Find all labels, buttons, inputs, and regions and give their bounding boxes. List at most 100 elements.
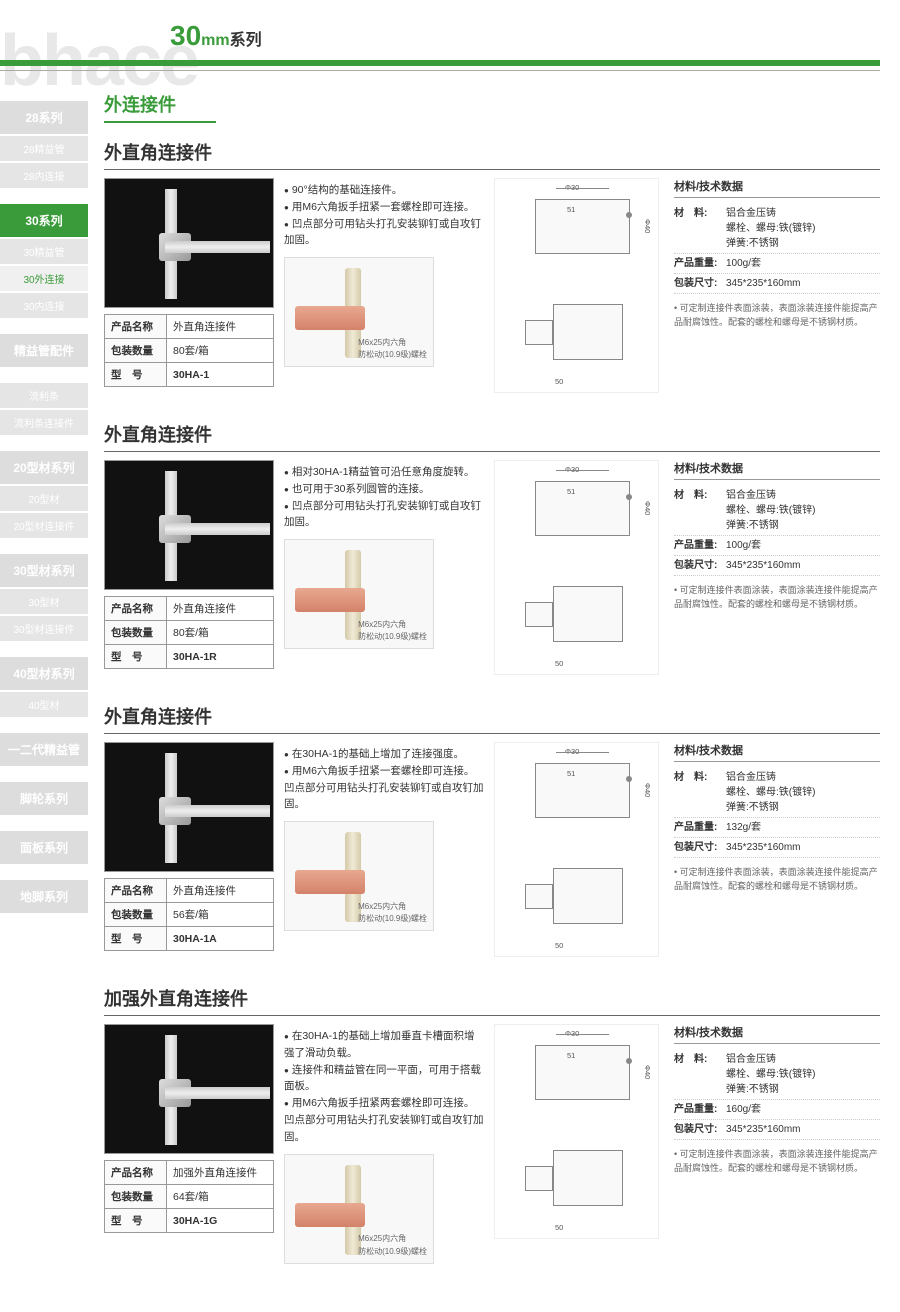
nav-item[interactable]: 精益管配件 <box>0 334 88 367</box>
nav-item[interactable]: 30型材 <box>0 589 88 614</box>
tech-data: 材料/技术数据 材 料:铝合金压铸螺栓、螺母:铁(镀锌)弹簧:不锈钢 产品重量:… <box>674 178 880 393</box>
spec-label: 包装数量 <box>105 1185 167 1209</box>
data-val: 160g/套 <box>726 1102 880 1117</box>
product-title: 外直角连接件 <box>104 139 880 170</box>
spec-value: 30HA-1R <box>167 645 274 669</box>
nav-gap <box>0 719 88 733</box>
data-title: 材料/技术数据 <box>674 460 880 480</box>
tech-data: 材料/技术数据 材 料:铝合金压铸螺栓、螺母:铁(镀锌)弹簧:不锈钢 产品重量:… <box>674 742 880 957</box>
data-key: 产品重量: <box>674 538 726 553</box>
divider-line <box>0 70 880 71</box>
product-title: 加强外直角连接件 <box>104 985 880 1016</box>
product-photo <box>104 460 274 590</box>
nav-gap <box>0 866 88 880</box>
data-note: 可定制连接件表面涂装，表面涂装连接件能提高产品耐腐蚀性。配套的螺栓和螺母是不锈钢… <box>674 1148 880 1175</box>
spec-label: 包装数量 <box>105 339 167 363</box>
product-block: 外直角连接件 产品名称外直角连接件 包装数量80套/箱 型 号30HA-1R 相… <box>104 421 880 675</box>
nav-item[interactable]: 流利条连接件 <box>0 410 88 435</box>
desc-item: 90°结构的基础连接件。 <box>284 182 484 199</box>
tech-diagram: Φ30 51 Φ40 50 <box>494 1024 664 1264</box>
series-mm: mm <box>201 32 229 49</box>
data-key: 材 料: <box>674 1052 726 1097</box>
nav-item[interactable]: 30内连接 <box>0 293 88 318</box>
spec-value: 30HA-1 <box>167 363 274 387</box>
data-key: 产品重量: <box>674 256 726 271</box>
desc-item: 用M6六角扳手扭紧一套螺栓即可连接。 <box>284 199 484 216</box>
desc-item: 连接件和精益管在同一平面，可用于搭载面板。 <box>284 1062 484 1096</box>
nav-item[interactable]: 脚轮系列 <box>0 782 88 815</box>
nav-item[interactable]: 28精益管 <box>0 136 88 161</box>
nav-item[interactable]: 一二代精益管 <box>0 733 88 766</box>
series-num: 30 <box>170 20 201 52</box>
desc-item: 用M6六角扳手扭紧两套螺栓即可连接。凹点部分可用钻头打孔安装铆钉或自攻钉加固。 <box>284 1095 484 1145</box>
nav-gap <box>0 817 88 831</box>
spec-table: 产品名称外直角连接件 包装数量56套/箱 型 号30HA-1A <box>104 878 274 951</box>
data-val: 铝合金压铸螺栓、螺母:铁(镀锌)弹簧:不锈钢 <box>726 488 880 533</box>
spec-value: 外直角连接件 <box>167 597 274 621</box>
data-val: 345*235*160mm <box>726 558 880 573</box>
spec-label: 型 号 <box>105 645 167 669</box>
nav-item[interactable]: 30外连接 <box>0 266 88 291</box>
nav-item[interactable]: 30精益管 <box>0 239 88 264</box>
product-photo <box>104 178 274 308</box>
description: 在30HA-1的基础上增加了连接强度。用M6六角扳手扭紧一套螺栓即可连接。凹点部… <box>284 742 484 957</box>
product-title: 外直角连接件 <box>104 421 880 452</box>
nav-gap <box>0 190 88 204</box>
spec-table: 产品名称加强外直角连接件 包装数量64套/箱 型 号30HA-1G <box>104 1160 274 1233</box>
render-image: M6x25内六角防松动(10.9级)螺栓 <box>284 257 434 367</box>
description: 90°结构的基础连接件。用M6六角扳手扭紧一套螺栓即可连接。凹点部分可用钻头打孔… <box>284 178 484 393</box>
nav-item[interactable]: 30系列 <box>0 204 88 237</box>
spec-label: 产品名称 <box>105 879 167 903</box>
render-image: M6x25内六角防松动(10.9级)螺栓 <box>284 821 434 931</box>
data-val: 铝合金压铸螺栓、螺母:铁(镀锌)弹簧:不锈钢 <box>726 206 880 251</box>
description: 在30HA-1的基础上增加垂直卡槽面积增强了滑动负载。连接件和精益管在同一平面，… <box>284 1024 484 1264</box>
data-key: 包装尺寸: <box>674 1122 726 1137</box>
divider-bar <box>0 60 880 66</box>
nav-item[interactable]: 30型材系列 <box>0 554 88 587</box>
nav-item[interactable]: 地脚系列 <box>0 880 88 913</box>
nav-item[interactable]: 20型材 <box>0 486 88 511</box>
tech-data: 材料/技术数据 材 料:铝合金压铸螺栓、螺母:铁(镀锌)弹簧:不锈钢 产品重量:… <box>674 460 880 675</box>
data-key: 产品重量: <box>674 1102 726 1117</box>
data-val: 铝合金压铸螺栓、螺母:铁(镀锌)弹簧:不锈钢 <box>726 770 880 815</box>
nav-item[interactable]: 20型材连接件 <box>0 513 88 538</box>
spec-label: 型 号 <box>105 927 167 951</box>
data-val: 100g/套 <box>726 538 880 553</box>
data-val: 100g/套 <box>726 256 880 271</box>
nav-item[interactable]: 20型材系列 <box>0 451 88 484</box>
nav-item[interactable]: 30型材连接件 <box>0 616 88 641</box>
data-title: 材料/技术数据 <box>674 742 880 762</box>
data-val: 345*235*160mm <box>726 1122 880 1137</box>
nav-item[interactable]: 40型材 <box>0 692 88 717</box>
spec-label: 型 号 <box>105 1209 167 1233</box>
spec-value: 外直角连接件 <box>167 315 274 339</box>
product-block: 外直角连接件 产品名称外直角连接件 包装数量80套/箱 型 号30HA-1 90… <box>104 139 880 393</box>
product-photo <box>104 742 274 872</box>
product-block: 外直角连接件 产品名称外直角连接件 包装数量56套/箱 型 号30HA-1A 在… <box>104 703 880 957</box>
nav-gap <box>0 369 88 383</box>
data-key: 包装尺寸: <box>674 558 726 573</box>
nav-item[interactable]: 面板系列 <box>0 831 88 864</box>
spec-label: 包装数量 <box>105 903 167 927</box>
nav-item[interactable]: 28系列 <box>0 101 88 134</box>
desc-item: 相对30HA-1精益管可沿任意角度旋转。 <box>284 464 484 481</box>
nav-item[interactable]: 28内连接 <box>0 163 88 188</box>
data-title: 材料/技术数据 <box>674 1024 880 1044</box>
data-note: 可定制连接件表面涂装，表面涂装连接件能提高产品耐腐蚀性。配套的螺栓和螺母是不锈钢… <box>674 866 880 893</box>
spec-value: 外直角连接件 <box>167 879 274 903</box>
desc-item: 也可用于30系列圆管的连接。 <box>284 481 484 498</box>
spec-table: 产品名称外直角连接件 包装数量80套/箱 型 号30HA-1 <box>104 314 274 387</box>
spec-value: 30HA-1G <box>167 1209 274 1233</box>
data-note: 可定制连接件表面涂装，表面涂装连接件能提高产品耐腐蚀性。配套的螺栓和螺母是不锈钢… <box>674 584 880 611</box>
data-val: 132g/套 <box>726 820 880 835</box>
nav-item[interactable]: 流利条 <box>0 383 88 408</box>
render-image: M6x25内六角防松动(10.9级)螺栓 <box>284 1154 434 1264</box>
series-sub: 系列 <box>230 32 262 49</box>
data-note: 可定制连接件表面涂装，表面涂装连接件能提高产品耐腐蚀性。配套的螺栓和螺母是不锈钢… <box>674 302 880 329</box>
desc-item: 凹点部分可用钻头打孔安装铆钉或自攻钉加固。 <box>284 216 484 250</box>
tech-diagram: Φ30 51 Φ40 50 <box>494 460 664 675</box>
description: 相对30HA-1精益管可沿任意角度旋转。也可用于30系列圆管的连接。凹点部分可用… <box>284 460 484 675</box>
nav-item[interactable]: 40型材系列 <box>0 657 88 690</box>
spec-label: 产品名称 <box>105 1161 167 1185</box>
spec-value: 56套/箱 <box>167 903 274 927</box>
